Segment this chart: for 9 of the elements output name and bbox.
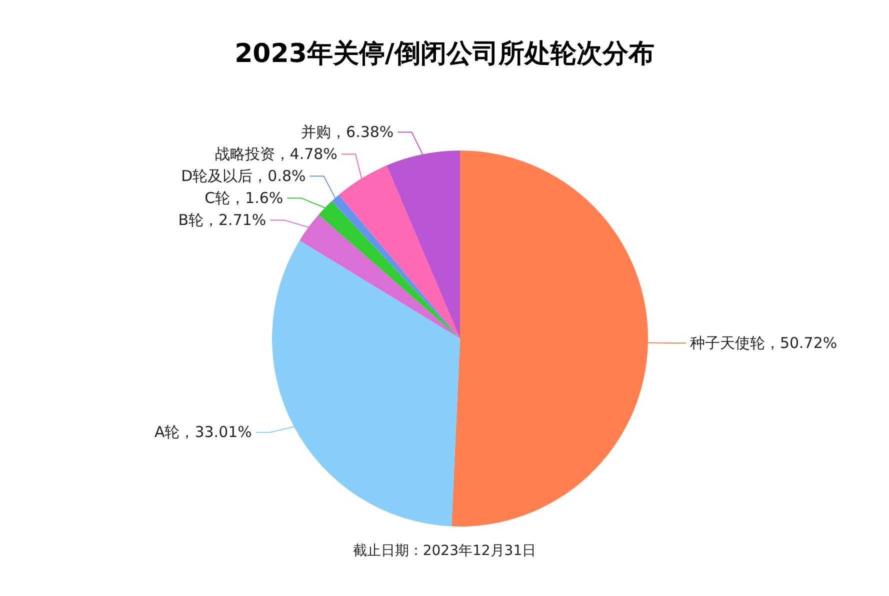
slice-label: 并购，6.38% (301, 122, 394, 142)
slice-label: B轮，2.71% (178, 210, 266, 230)
text: 截止日期：2023年12月31日 (352, 542, 536, 560)
chart-title: 2023年关停/倒闭公司所处轮次分布 (234, 38, 654, 71)
slice-label: 种子天使轮，50.72% (690, 334, 838, 353)
slice-label: D轮及以后，0.8% (181, 166, 306, 186)
slice-label: A轮，33.01% (154, 422, 252, 442)
slice-label: C轮，1.6% (204, 188, 284, 208)
slice-label: 战略投资，4.78% (214, 144, 338, 164)
